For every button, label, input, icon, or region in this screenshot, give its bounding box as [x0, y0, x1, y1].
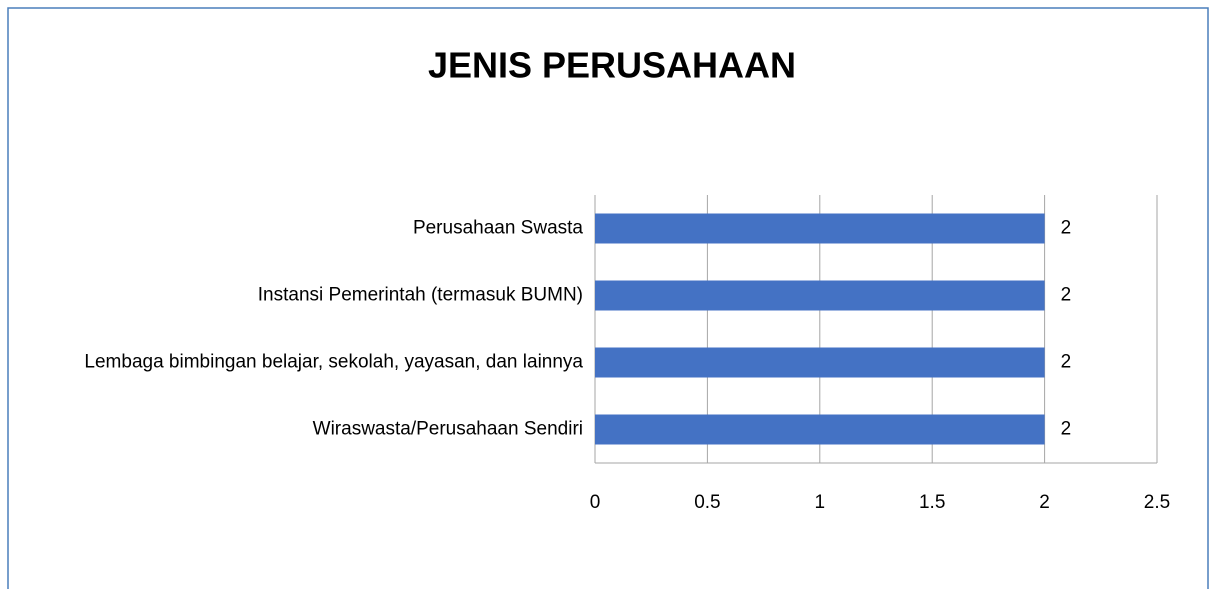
- y-tick-label: Instansi Pemerintah (termasuk BUMN): [258, 285, 583, 306]
- x-tick-label: 1: [815, 492, 826, 513]
- y-tick-label: Perusahaan Swasta: [413, 218, 583, 239]
- bar: [595, 280, 1045, 311]
- y-tick-label: Wiraswasta/Perusahaan Sendiri: [313, 419, 583, 440]
- x-tick-label: 1.5: [919, 492, 945, 513]
- data-label: 2: [1061, 285, 1072, 306]
- x-tick-label: 2: [1039, 492, 1050, 513]
- bar: [595, 414, 1045, 445]
- bar: [595, 347, 1045, 378]
- data-label: 2: [1061, 352, 1072, 373]
- x-tick-label: 2.5: [1144, 492, 1170, 513]
- chart-title: JENIS PERUSAHAAN: [428, 45, 796, 86]
- x-tick-label: 0.5: [694, 492, 720, 513]
- x-tick-label: 0: [590, 492, 601, 513]
- y-tick-label: Lembaga bimbingan belajar, sekolah, yaya…: [84, 352, 583, 373]
- data-label: 2: [1061, 419, 1072, 440]
- bar: [595, 213, 1045, 244]
- data-label: 2: [1061, 218, 1072, 239]
